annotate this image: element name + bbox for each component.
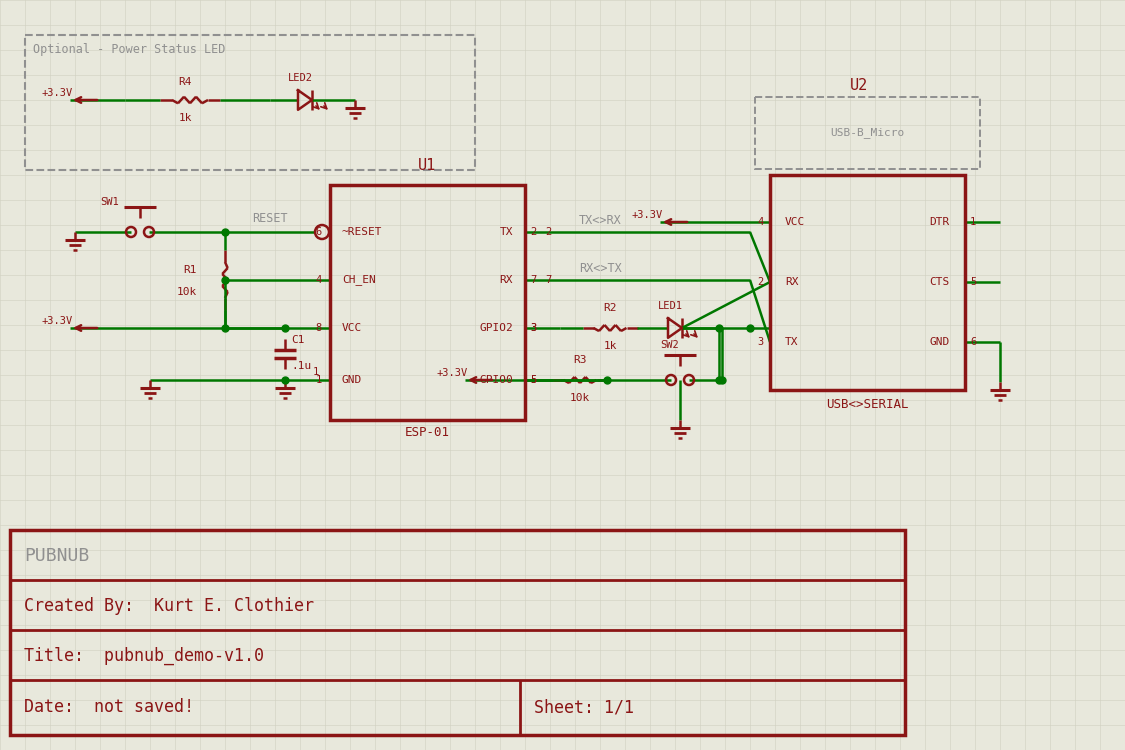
Text: 3: 3	[758, 337, 764, 347]
Text: U1: U1	[417, 158, 436, 172]
Text: SW1: SW1	[100, 197, 119, 207]
Text: Date:  not saved!: Date: not saved!	[24, 698, 194, 716]
Text: 4: 4	[316, 275, 322, 285]
Text: 10k: 10k	[570, 393, 591, 403]
Text: CTS: CTS	[929, 277, 950, 287]
Text: U2: U2	[849, 77, 868, 92]
Text: +3.3V: +3.3V	[632, 210, 663, 220]
Text: SW2: SW2	[660, 340, 678, 350]
Bar	[755, 97, 980, 169]
Text: 2: 2	[544, 227, 551, 237]
Text: TX: TX	[500, 227, 513, 237]
Text: R1: R1	[183, 265, 197, 275]
Text: 1k: 1k	[178, 113, 191, 123]
Text: 8: 8	[316, 323, 322, 333]
Text: +3.3V: +3.3V	[436, 368, 468, 378]
Text: 1: 1	[313, 367, 319, 377]
Text: R2: R2	[603, 303, 616, 313]
Text: 4: 4	[758, 217, 764, 227]
Text: RX: RX	[500, 275, 513, 285]
Text: 6: 6	[316, 227, 322, 237]
Text: ESP-01: ESP-01	[405, 425, 450, 439]
Text: VCC: VCC	[785, 217, 806, 227]
Text: DTR: DTR	[929, 217, 950, 227]
Text: R3: R3	[574, 355, 587, 365]
Text: R4: R4	[178, 77, 191, 87]
Text: TX: TX	[785, 337, 799, 347]
Text: LED2: LED2	[288, 73, 313, 83]
Text: 5: 5	[530, 375, 537, 385]
Text: 5: 5	[970, 277, 976, 287]
Text: 10k: 10k	[177, 287, 197, 297]
Text: VCC: VCC	[342, 323, 362, 333]
Text: GND: GND	[342, 375, 362, 385]
Text: Created By:  Kurt E. Clothier: Created By: Kurt E. Clothier	[24, 597, 314, 615]
Text: Title:  pubnub_demo-v1.0: Title: pubnub_demo-v1.0	[24, 646, 264, 665]
Text: RX: RX	[785, 277, 799, 287]
Bar	[770, 175, 965, 390]
Text: RESET: RESET	[252, 211, 288, 224]
Text: GND: GND	[929, 337, 950, 347]
Text: TX<>RX: TX<>RX	[578, 214, 621, 226]
Text: 7: 7	[544, 275, 551, 285]
Text: ~RESET: ~RESET	[342, 227, 383, 237]
Text: 6: 6	[970, 337, 976, 347]
Text: USB-B_Micro: USB-B_Micro	[830, 128, 905, 139]
Text: PUBNUB: PUBNUB	[24, 547, 89, 565]
Text: +3.3V: +3.3V	[42, 316, 73, 326]
Text: 1: 1	[316, 375, 322, 385]
Text: GPIO0: GPIO0	[479, 375, 513, 385]
Text: 1k: 1k	[603, 341, 616, 351]
Text: .1u: .1u	[291, 361, 312, 371]
Text: Optional - Power Status LED: Optional - Power Status LED	[33, 43, 225, 56]
Text: USB<>SERIAL: USB<>SERIAL	[826, 398, 908, 410]
Bar	[25, 35, 475, 170]
Text: 7: 7	[530, 275, 537, 285]
Text: 1: 1	[970, 217, 976, 227]
Text: Sheet: 1/1: Sheet: 1/1	[534, 698, 634, 716]
Text: C1: C1	[291, 335, 305, 345]
Text: 3: 3	[530, 323, 537, 333]
Text: 3: 3	[530, 323, 537, 333]
Text: CH_EN: CH_EN	[342, 274, 376, 286]
Bar	[10, 530, 904, 735]
Text: +3.3V: +3.3V	[42, 88, 73, 98]
Text: 2: 2	[758, 277, 764, 287]
Text: RX<>TX: RX<>TX	[578, 262, 621, 274]
Text: 5: 5	[530, 375, 537, 385]
Bar	[330, 185, 525, 420]
Text: LED1: LED1	[657, 301, 683, 311]
Text: 2: 2	[530, 227, 537, 237]
Text: GPIO2: GPIO2	[479, 323, 513, 333]
